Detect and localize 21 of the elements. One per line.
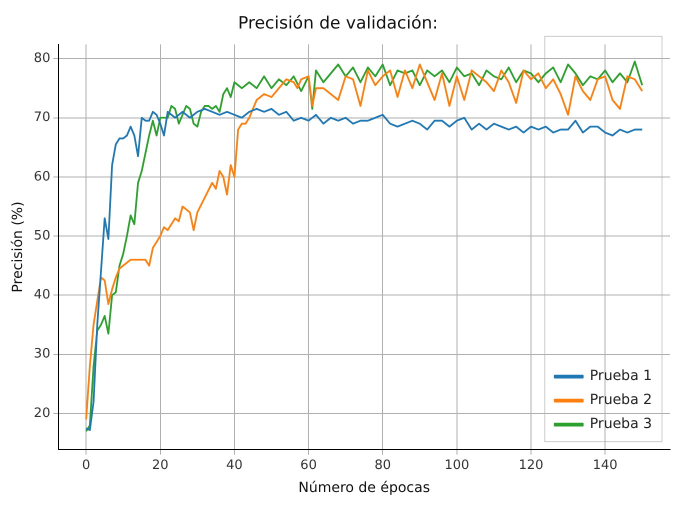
x-tick-label: 120 [518, 458, 544, 473]
y-tick-label: 20 [34, 406, 50, 421]
x-tick-label: 140 [592, 458, 618, 473]
y-tick-label: 80 [34, 50, 50, 66]
legend-label: Prueba 3 [590, 416, 652, 432]
x-tick-label: 40 [226, 458, 243, 473]
x-tick-label: 20 [152, 458, 169, 473]
y-tick-label: 50 [34, 228, 50, 244]
y-tick-label: 60 [34, 169, 50, 184]
y-tick-label: 30 [34, 346, 50, 362]
legend-label: Prueba 1 [590, 368, 652, 384]
legend-label: Prueba 2 [590, 392, 652, 408]
y-axis-title: Precisión (%) [10, 201, 26, 293]
x-tick-label: 80 [374, 458, 391, 473]
x-tick-label: 0 [82, 458, 90, 473]
x-tick-label: 100 [444, 458, 470, 473]
y-tick-label: 70 [34, 110, 50, 126]
x-axis-title: Número de épocas [298, 480, 430, 496]
y-tick-label: 40 [34, 288, 50, 303]
x-tick-label: 60 [300, 458, 317, 473]
chart-title: Precisión de validación: [238, 14, 438, 34]
